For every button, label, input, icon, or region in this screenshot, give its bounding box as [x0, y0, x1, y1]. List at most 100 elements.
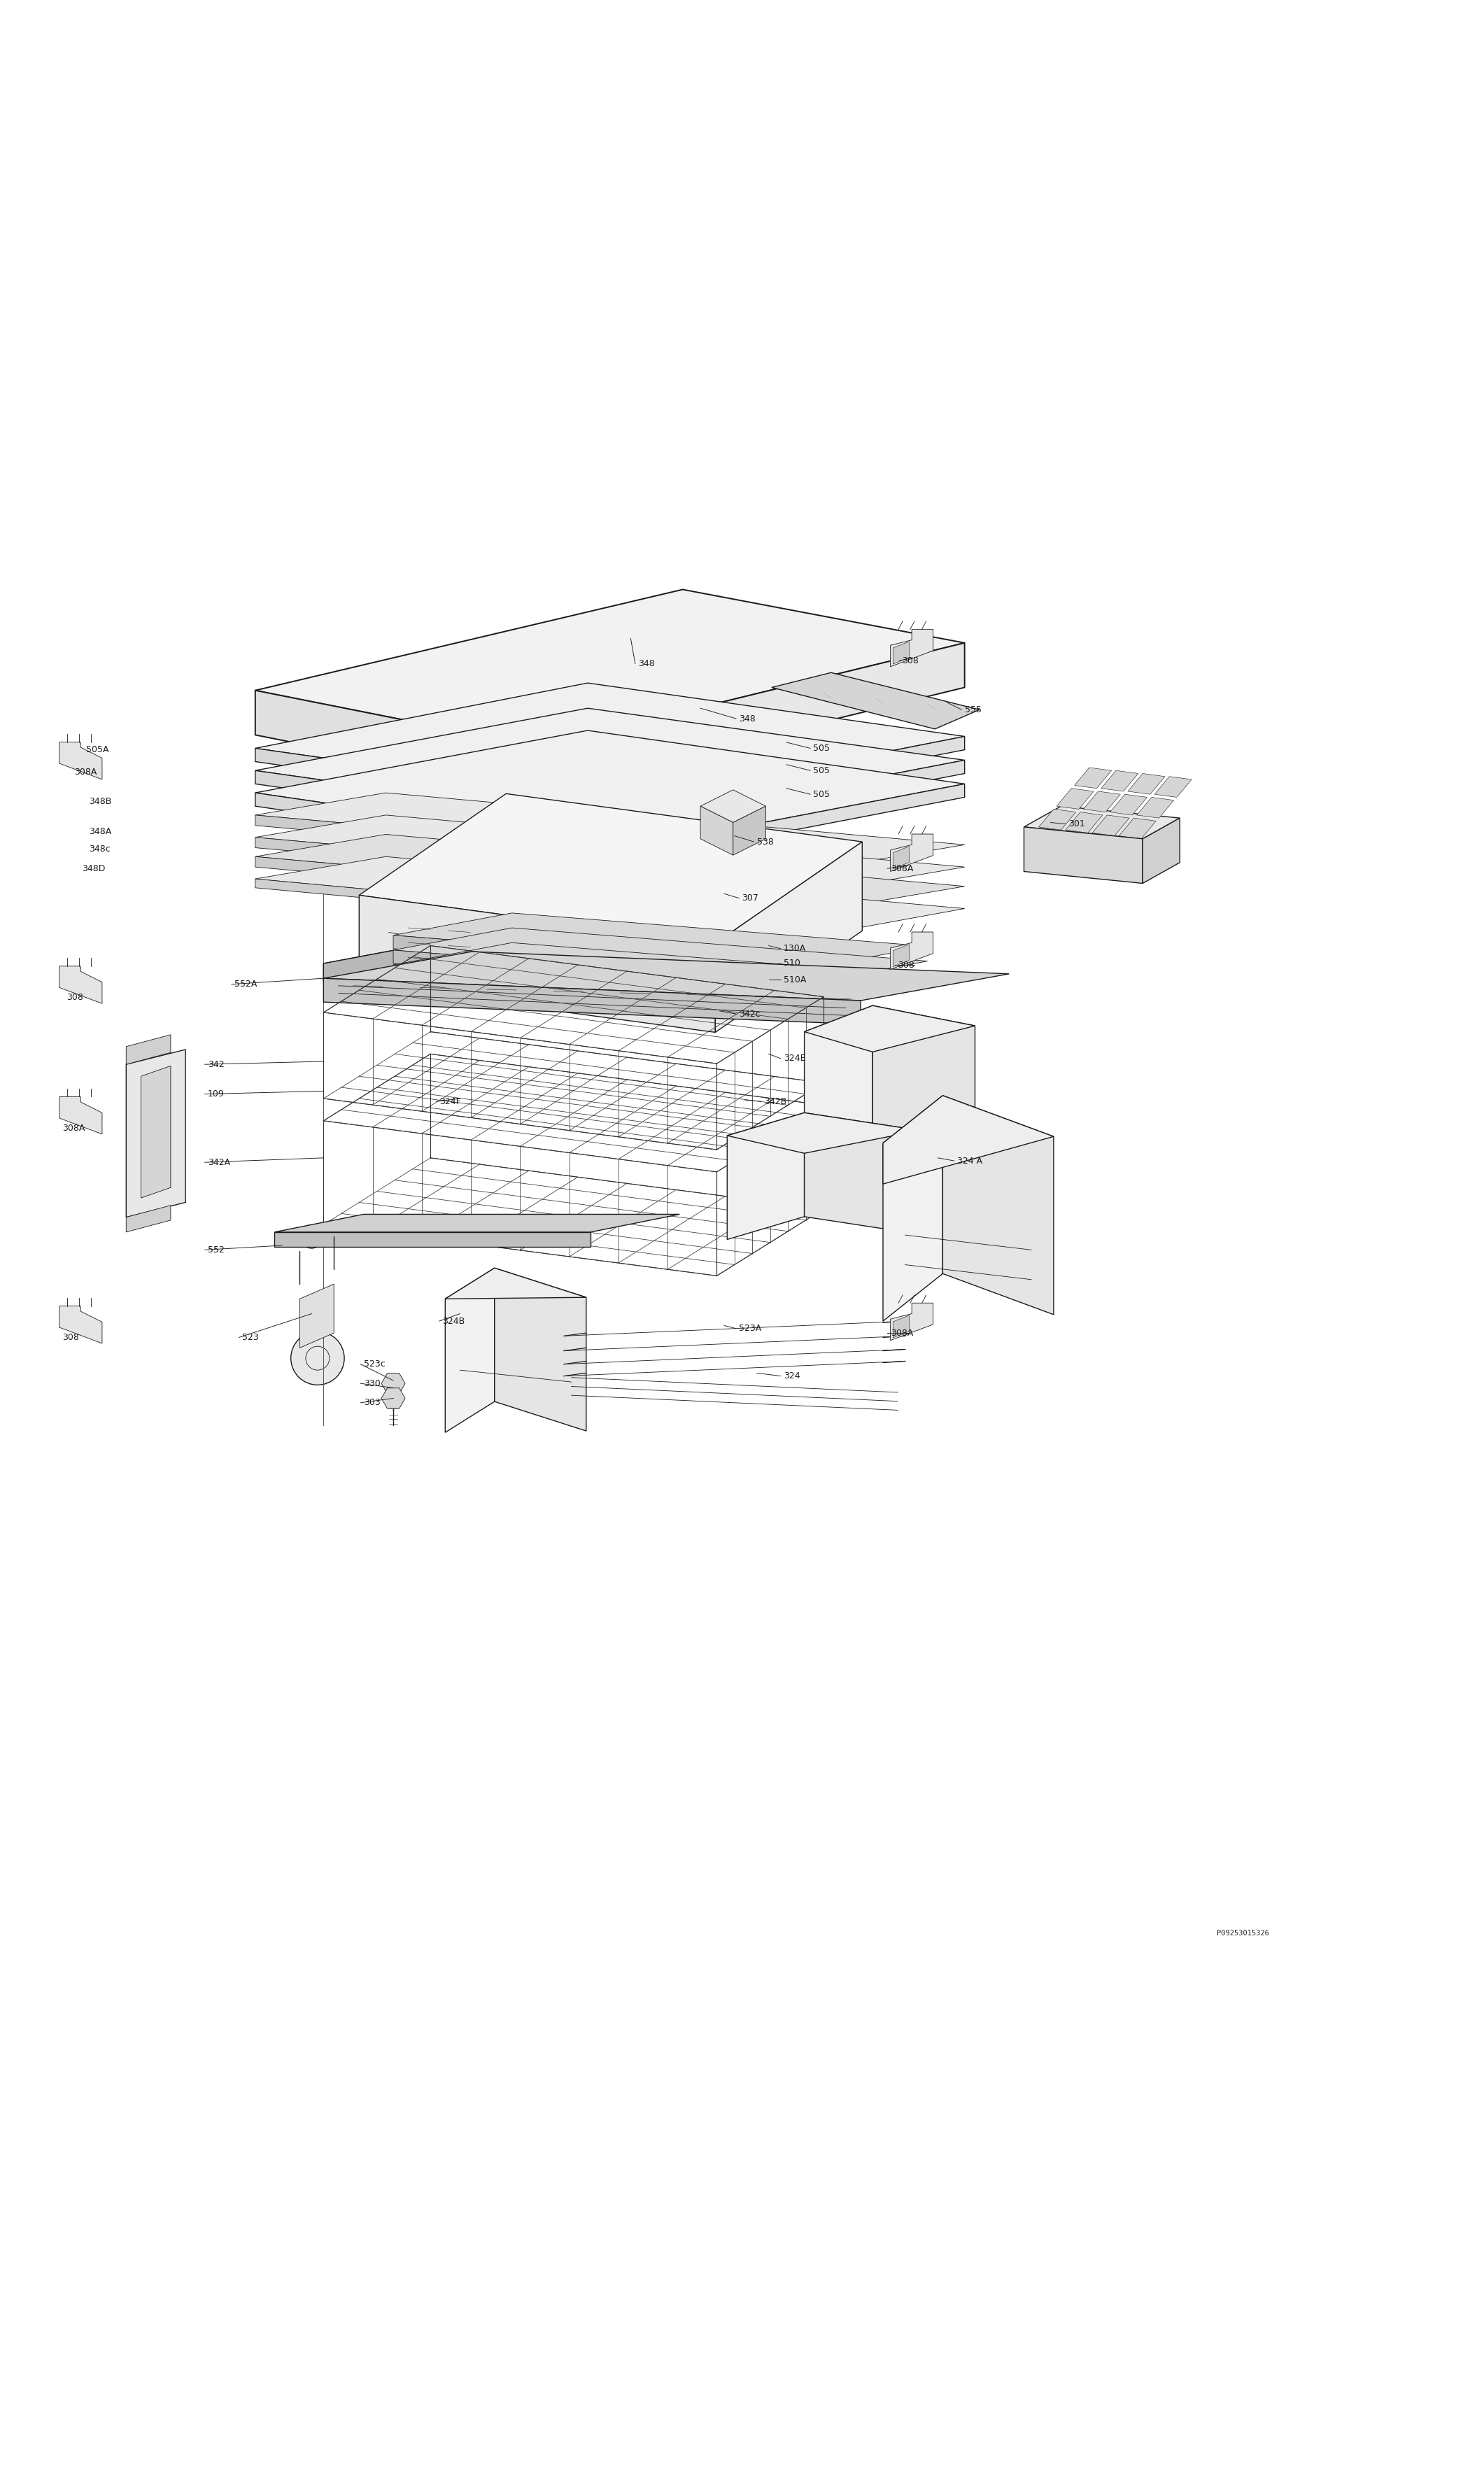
Polygon shape — [255, 838, 834, 900]
Polygon shape — [324, 979, 861, 1024]
Text: 308: 308 — [902, 657, 919, 664]
Polygon shape — [275, 1215, 680, 1232]
Text: 324F: 324F — [439, 1096, 460, 1106]
Text: 307: 307 — [742, 892, 758, 902]
Text: 505: 505 — [813, 791, 830, 798]
Polygon shape — [255, 858, 834, 920]
Polygon shape — [1024, 806, 1180, 838]
Polygon shape — [255, 590, 965, 746]
Text: 348B: 348B — [89, 798, 111, 806]
Text: 523: 523 — [242, 1334, 258, 1341]
Polygon shape — [883, 1096, 1054, 1185]
Polygon shape — [873, 1006, 975, 1145]
Polygon shape — [1143, 818, 1180, 883]
Polygon shape — [59, 1306, 102, 1344]
Polygon shape — [255, 709, 965, 823]
Text: 308: 308 — [898, 959, 914, 969]
Polygon shape — [381, 1373, 405, 1393]
Text: 523A: 523A — [739, 1324, 761, 1334]
Text: 308A: 308A — [890, 865, 913, 873]
Text: 308A: 308A — [74, 768, 96, 776]
Polygon shape — [942, 1096, 1054, 1314]
Text: 130A: 130A — [784, 944, 806, 954]
Polygon shape — [890, 1304, 933, 1341]
Polygon shape — [893, 642, 910, 664]
Polygon shape — [1119, 818, 1156, 838]
Polygon shape — [1066, 813, 1103, 833]
Text: 324B: 324B — [442, 1316, 464, 1326]
Text: 505: 505 — [813, 766, 830, 776]
Polygon shape — [1024, 828, 1143, 883]
Polygon shape — [883, 1096, 942, 1321]
Text: 348: 348 — [638, 659, 654, 669]
Circle shape — [291, 1331, 344, 1386]
Polygon shape — [1110, 793, 1147, 816]
Text: 510A: 510A — [784, 974, 806, 984]
Polygon shape — [59, 1096, 102, 1133]
Polygon shape — [255, 835, 965, 910]
Polygon shape — [772, 672, 979, 729]
Polygon shape — [393, 964, 809, 1011]
Polygon shape — [255, 880, 834, 942]
Polygon shape — [700, 806, 733, 855]
Polygon shape — [1057, 788, 1094, 808]
Polygon shape — [494, 1267, 586, 1430]
Polygon shape — [324, 962, 683, 982]
Text: 324: 324 — [784, 1371, 800, 1381]
Text: 324E: 324E — [784, 1054, 806, 1063]
Polygon shape — [393, 942, 928, 999]
Text: 505A: 505A — [86, 746, 108, 754]
Polygon shape — [381, 1388, 405, 1408]
Polygon shape — [1074, 768, 1112, 788]
Polygon shape — [255, 816, 965, 890]
Circle shape — [356, 959, 380, 984]
Polygon shape — [1039, 808, 1076, 830]
Polygon shape — [893, 944, 910, 967]
Polygon shape — [59, 741, 102, 778]
Text: 342A: 342A — [208, 1158, 230, 1168]
Polygon shape — [890, 932, 933, 969]
Polygon shape — [539, 642, 965, 791]
Text: 348c: 348c — [89, 845, 110, 853]
Polygon shape — [255, 793, 965, 868]
Text: 308A: 308A — [62, 1123, 85, 1133]
Polygon shape — [445, 1267, 586, 1299]
Polygon shape — [275, 1232, 591, 1247]
Text: 348D: 348D — [82, 865, 105, 873]
Polygon shape — [393, 935, 809, 982]
Circle shape — [300, 1225, 324, 1249]
Text: 342c: 342c — [739, 1009, 760, 1019]
Polygon shape — [715, 843, 862, 1031]
Polygon shape — [1128, 773, 1165, 793]
Text: 342: 342 — [208, 1061, 224, 1068]
Polygon shape — [804, 1113, 920, 1235]
Text: 303: 303 — [364, 1398, 380, 1408]
Text: 342B: 342B — [764, 1096, 787, 1106]
Polygon shape — [1155, 776, 1192, 798]
Text: 308: 308 — [67, 994, 83, 1002]
Polygon shape — [324, 942, 442, 982]
Text: 552: 552 — [208, 1244, 224, 1254]
Polygon shape — [359, 895, 715, 1031]
Polygon shape — [632, 783, 965, 860]
Polygon shape — [59, 967, 102, 1004]
Polygon shape — [255, 858, 965, 932]
Polygon shape — [393, 912, 928, 969]
Text: 109: 109 — [208, 1088, 224, 1098]
Polygon shape — [255, 771, 632, 838]
Text: 308: 308 — [62, 1334, 79, 1341]
Text: 348A: 348A — [89, 828, 111, 835]
Polygon shape — [804, 1006, 873, 1150]
Text: 301: 301 — [1068, 821, 1085, 828]
Text: 555: 555 — [965, 704, 981, 714]
Polygon shape — [893, 1316, 910, 1339]
Polygon shape — [255, 731, 965, 848]
Polygon shape — [255, 793, 632, 860]
Polygon shape — [359, 793, 862, 944]
Polygon shape — [632, 736, 965, 816]
Polygon shape — [393, 949, 809, 997]
Polygon shape — [255, 684, 965, 801]
Polygon shape — [324, 942, 801, 964]
Polygon shape — [700, 791, 766, 823]
Polygon shape — [890, 833, 933, 873]
